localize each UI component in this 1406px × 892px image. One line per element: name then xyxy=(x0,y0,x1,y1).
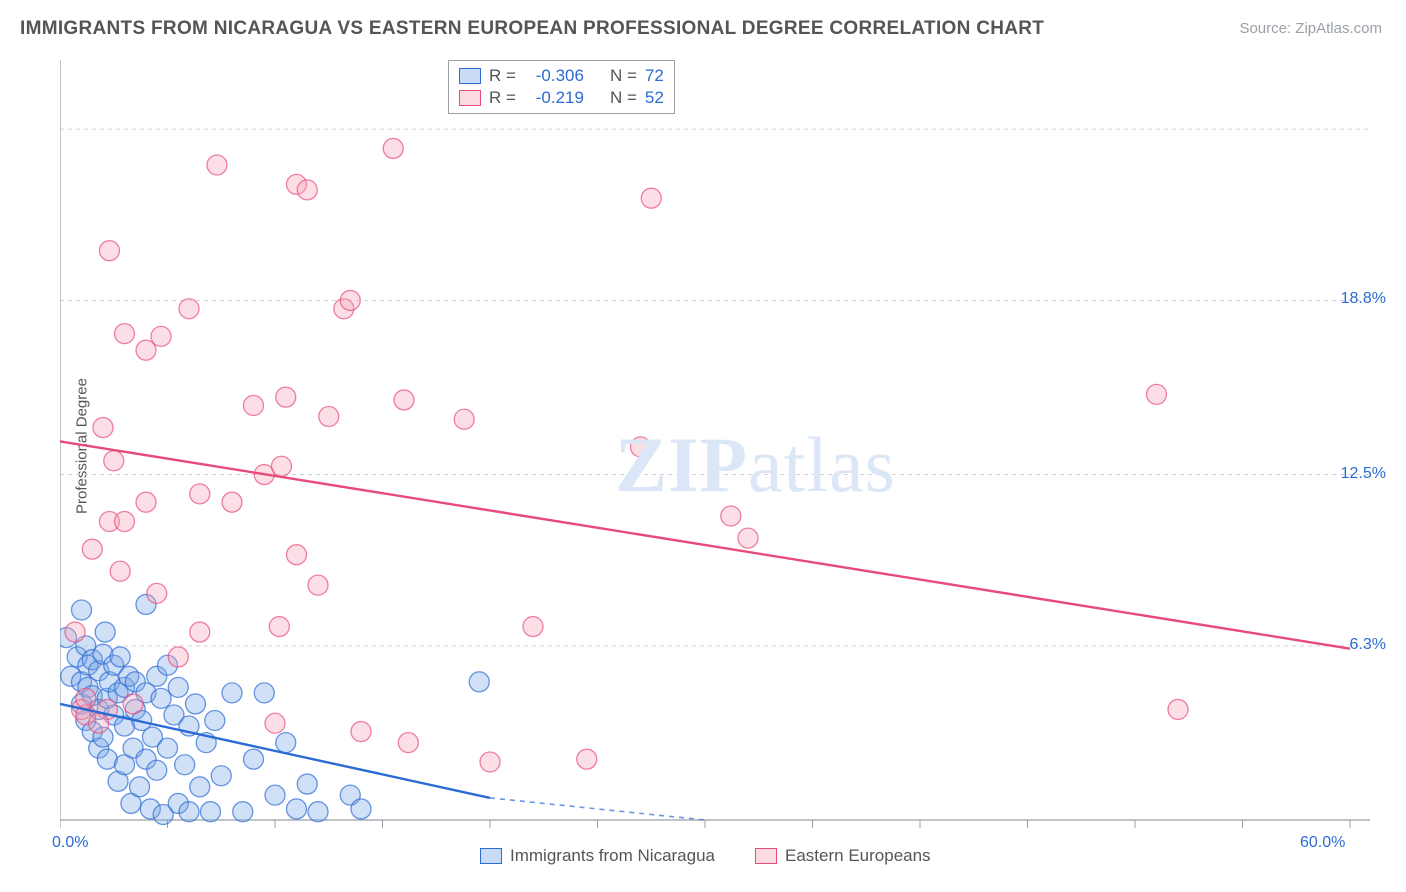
legend-swatch xyxy=(755,848,777,864)
legend-swatch xyxy=(459,68,481,84)
scatter-plot: ZIPatlas R =-0.306N =72R =-0.219N =52 Im… xyxy=(60,60,1380,840)
plot-svg xyxy=(60,60,1380,840)
chart-title: IMMIGRANTS FROM NICARAGUA VS EASTERN EUR… xyxy=(20,18,1044,40)
legend-correlation-row: R = -0.306 N = 72 xyxy=(459,65,664,87)
legend-R-value: -0.306 xyxy=(524,66,584,86)
legend-N-value: 52 xyxy=(645,88,664,108)
legend-series-item: Eastern Europeans xyxy=(755,846,931,866)
legend-swatch xyxy=(459,90,481,106)
x-tick-label: 0.0% xyxy=(52,834,88,852)
x-tick-label: 60.0% xyxy=(1300,834,1345,852)
legend-series-label: Immigrants from Nicaragua xyxy=(510,846,715,866)
legend-swatch xyxy=(480,848,502,864)
y-tick-label: 6.3% xyxy=(1350,636,1386,654)
chart-source: Source: ZipAtlas.com xyxy=(1239,20,1382,37)
legend-N-label: N = xyxy=(610,66,637,86)
legend-correlation-box: R = -0.306 N = 72 R = -0.219 N = 52 xyxy=(448,60,675,114)
legend-R-value: -0.219 xyxy=(524,88,584,108)
legend-correlation-row: R = -0.219 N = 52 xyxy=(459,87,664,109)
legend-R-label: R = xyxy=(489,66,516,86)
legend-N-label: N = xyxy=(610,88,637,108)
legend-N-value: 72 xyxy=(645,66,664,86)
y-tick-label: 18.8% xyxy=(1341,290,1386,308)
y-tick-label: 12.5% xyxy=(1341,465,1386,483)
legend-R-label: R = xyxy=(489,88,516,108)
legend-series: Immigrants from Nicaragua Eastern Europea… xyxy=(480,846,931,866)
legend-series-label: Eastern Europeans xyxy=(785,846,931,866)
legend-series-item: Immigrants from Nicaragua xyxy=(480,846,715,866)
